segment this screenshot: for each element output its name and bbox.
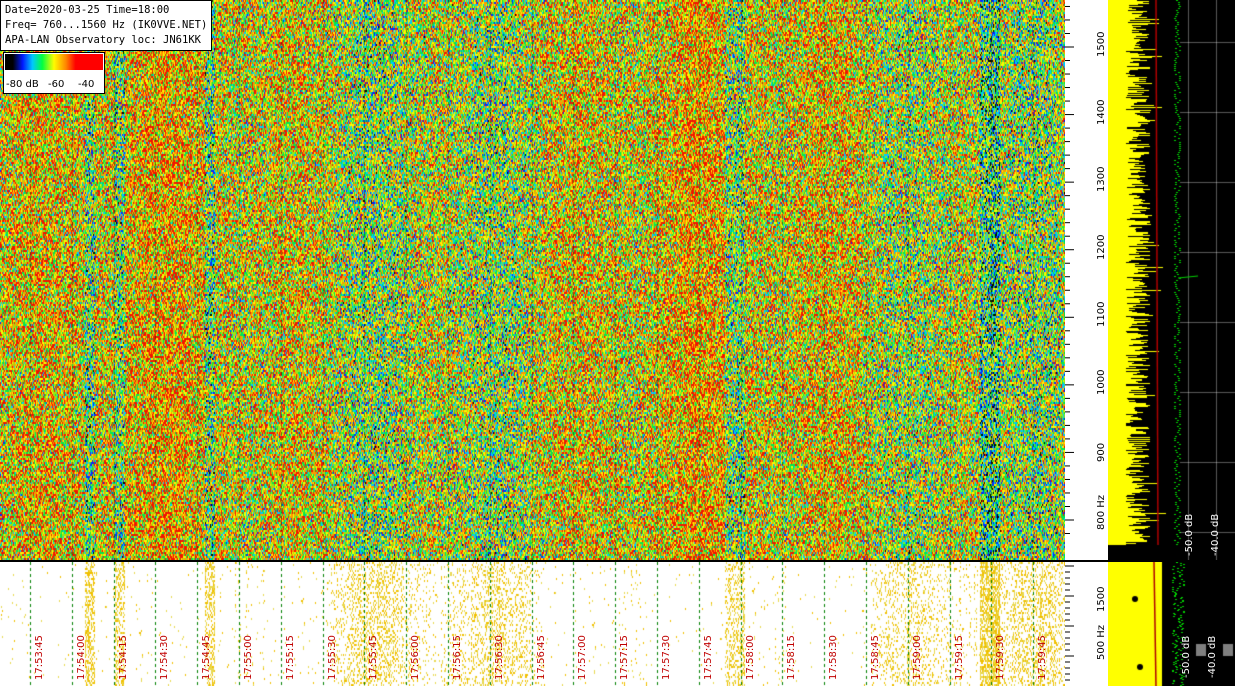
frequency-axis-bottom-ticks: [1065, 565, 1074, 681]
x-tick-label: 17:56:45: [535, 635, 547, 680]
spectrum-db-label: -40.0 dB: [1210, 513, 1221, 556]
spectrum-panel: [1108, 0, 1235, 560]
x-tick-label: 17:58:15: [786, 635, 798, 680]
spectrum-db-label: -50.0 dB: [1184, 513, 1195, 556]
x-tick-label: 17:59:45: [1037, 635, 1049, 680]
x-tick-label: 17:54:00: [75, 635, 87, 680]
color-scale-legend: -80 dB -60 -40: [3, 52, 105, 94]
x-tick-label: 17:57:30: [661, 635, 672, 680]
x-tick-label: 17:59:00: [911, 635, 923, 680]
color-scale-gradient: [5, 54, 103, 70]
y-tick-label: 1000: [1096, 369, 1107, 395]
x-tick-label: 17:54:15: [117, 635, 129, 680]
x-tick-label: 17:53:45: [34, 635, 45, 680]
color-scale-mid: -60: [48, 79, 65, 90]
x-tick-label: 17:58:00: [744, 635, 756, 680]
x-tick-label: 17:59:30: [995, 635, 1007, 680]
x-tick-label: 17:57:15: [619, 635, 631, 680]
x-tick-label: 17:55:45: [368, 635, 380, 680]
frequency-line: Freq= 760...1560 Hz (IK0VVE.NET): [5, 19, 208, 31]
x-tick-label: 17:59:15: [953, 635, 965, 680]
y-tick-label: 1500: [1096, 31, 1107, 57]
x-tick-label: 17:56:15: [452, 635, 463, 680]
frequency-axis: [1065, 0, 1108, 560]
bottom-waterfall-strip: [0, 562, 1065, 686]
observatory-line: APA-LAN Observatory loc: JN61KK: [5, 34, 201, 46]
spectrum-panel-bottom: [1108, 562, 1235, 686]
y-tick-label: 800 Hz: [1096, 494, 1107, 530]
x-tick-label: 17:55:15: [284, 635, 296, 680]
x-tick-label: 17:58:30: [828, 635, 840, 680]
spectrum-db-label: -40.0 dB: [1207, 635, 1218, 678]
waterfall-spectrogram: [0, 0, 1065, 560]
panel-divider: [0, 560, 1235, 562]
x-tick-label: 17:54:45: [201, 635, 213, 680]
y-tick-label-bottom: 1500: [1096, 586, 1107, 612]
y-tick-label-bottom: 500 Hz: [1096, 624, 1107, 660]
y-tick-label: 1400: [1096, 99, 1107, 125]
frequency-axis-ticks: [1065, 5, 1074, 535]
x-tick-label: 17:55:30: [326, 635, 338, 680]
x-tick-label: 17:58:45: [870, 635, 881, 680]
y-tick-label: 1200: [1096, 234, 1107, 260]
x-tick-label: 17:57:00: [577, 635, 589, 680]
x-tick-label: 17:57:45: [702, 635, 714, 680]
spectrum-db-label: -50.0 dB: [1181, 635, 1192, 678]
y-tick-label: 1100: [1096, 301, 1107, 328]
x-tick-label: 17:56:00: [410, 635, 422, 680]
y-tick-label: 900: [1096, 443, 1107, 463]
x-tick-label: 17:54:30: [159, 635, 171, 680]
x-tick-label: 17:55:00: [243, 635, 254, 680]
color-scale-max: -40: [78, 79, 95, 90]
y-tick-label: 1300: [1096, 166, 1107, 193]
frequency-axis-bottom: [1065, 562, 1108, 686]
date-time-line: Date=2020-03-25 Time=18:00: [5, 4, 170, 16]
station-info-box: Date=2020-03-25 Time=18:00 Freq= 760...1…: [0, 0, 213, 51]
x-tick-label: 17:56:30: [493, 635, 505, 680]
color-scale-min: -80 dB: [6, 79, 39, 90]
